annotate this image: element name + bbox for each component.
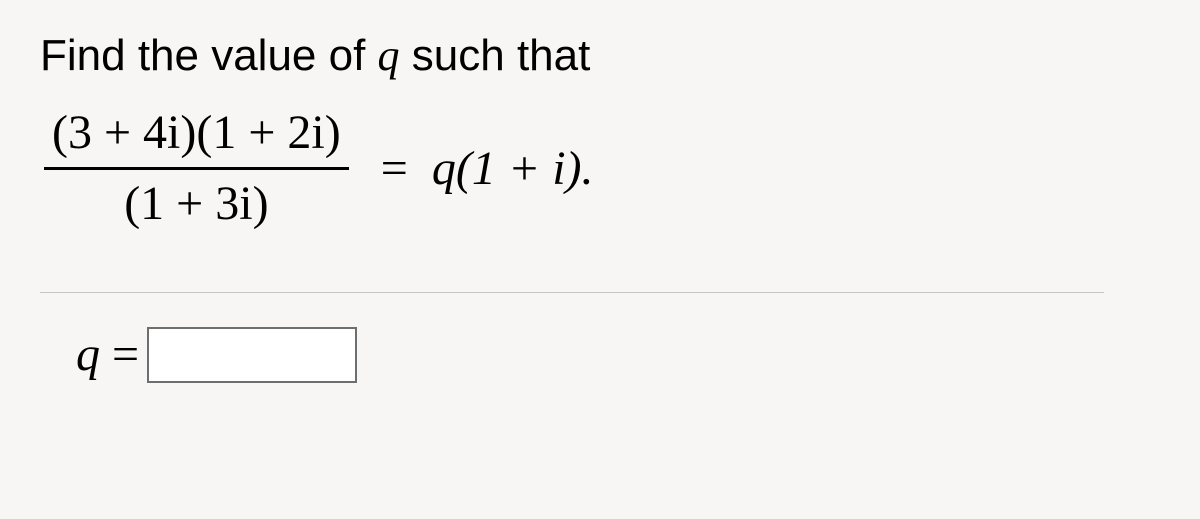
- prompt-var: q: [378, 31, 400, 80]
- rhs-expression: q(1 + i).: [432, 141, 594, 196]
- prompt-text: Find the value of q such that: [40, 30, 1160, 83]
- equation: (3 + 4i)(1 + 2i) (1 + 3i) = q(1 + i).: [44, 101, 1160, 236]
- answer-var: q: [76, 327, 100, 382]
- prompt-post: such that: [400, 31, 591, 80]
- fraction: (3 + 4i)(1 + 2i) (1 + 3i): [44, 101, 349, 236]
- rhs-group: = q(1 + i).: [371, 141, 594, 196]
- denominator: (1 + 3i): [116, 172, 276, 236]
- prompt-pre: Find the value of: [40, 31, 378, 80]
- answer-input[interactable]: [147, 327, 357, 383]
- equals-sign: =: [381, 141, 408, 196]
- question-page: Find the value of q such that (3 + 4i)(1…: [0, 0, 1200, 519]
- fraction-bar: [44, 167, 349, 170]
- answer-equals: =: [112, 327, 139, 382]
- section-divider: [40, 292, 1104, 293]
- answer-row: q =: [76, 327, 1160, 383]
- numerator: (3 + 4i)(1 + 2i): [44, 101, 349, 165]
